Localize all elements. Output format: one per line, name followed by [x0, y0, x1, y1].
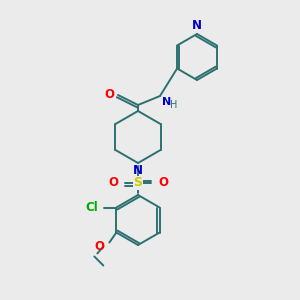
Text: N: N — [162, 97, 171, 107]
Text: O: O — [108, 176, 118, 190]
Text: S: S — [134, 176, 142, 190]
Text: N: N — [133, 164, 143, 177]
Text: N: N — [192, 19, 202, 32]
Text: O: O — [158, 176, 168, 190]
Text: H: H — [170, 100, 177, 110]
Text: O: O — [104, 88, 114, 101]
Text: O: O — [94, 240, 104, 253]
Text: Cl: Cl — [85, 201, 98, 214]
